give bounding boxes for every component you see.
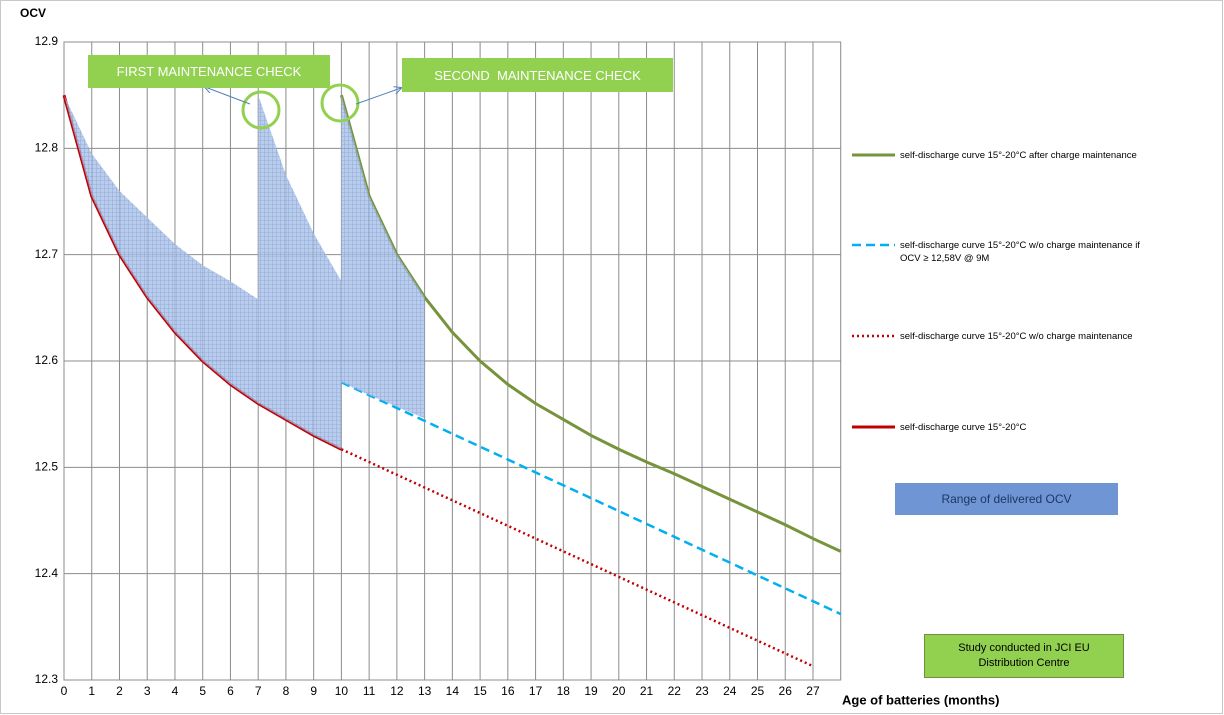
x-tick-label: 23 bbox=[695, 684, 709, 698]
x-tick-label: 4 bbox=[172, 684, 179, 698]
legend-label: self-discharge curve 15°-20°C w/o charge… bbox=[900, 240, 1140, 264]
x-tick-label: 22 bbox=[668, 684, 682, 698]
x-tick-label: 16 bbox=[501, 684, 515, 698]
x-tick-label: 6 bbox=[227, 684, 234, 698]
series-line bbox=[340, 448, 814, 668]
x-tick-label: 14 bbox=[446, 684, 460, 698]
x-tick-label: 15 bbox=[473, 684, 487, 698]
y-tick-label: 12.5 bbox=[35, 460, 59, 474]
legend-label: self-discharge curve 15°-20°C after char… bbox=[900, 150, 1137, 161]
x-tick-label: 13 bbox=[418, 684, 432, 698]
x-tick-label: 11 bbox=[363, 684, 376, 698]
x-tick-label: 5 bbox=[199, 684, 206, 698]
x-tick-label: 17 bbox=[529, 684, 543, 698]
plot: 0 1 2 3 4 5 6 7 8 9 10 11 12 13 14 15 16 17 18 19 20 21 22 23 24… bbox=[35, 34, 842, 698]
x-tick-label: 8 bbox=[283, 684, 290, 698]
x-tick-label: 3 bbox=[144, 684, 151, 698]
annotation-box: FIRST MAINTENANCE CHECK bbox=[88, 55, 330, 88]
x-tick-label: 7 bbox=[255, 684, 262, 698]
legend-label: self-discharge curve 15°-20°C w/o charge… bbox=[900, 331, 1133, 342]
x-tick-label: 9 bbox=[310, 684, 317, 698]
x-tick-label: 10 bbox=[335, 684, 349, 698]
x-tick-label: 21 bbox=[640, 684, 654, 698]
arrow bbox=[355, 88, 401, 105]
series-line bbox=[340, 381, 842, 616]
y-tick-label: 12.9 bbox=[35, 34, 59, 48]
y-tick-label: 12.8 bbox=[35, 141, 59, 155]
x-tick-label: 0 bbox=[61, 684, 68, 698]
x-tick-label: 2 bbox=[116, 684, 123, 698]
legend-box: Range of delivered OCV bbox=[895, 483, 1118, 515]
highlight-circle bbox=[241, 90, 281, 130]
arrow bbox=[205, 87, 251, 105]
y-tick-label: 12.7 bbox=[35, 247, 59, 261]
y-axis-title: OCV bbox=[20, 6, 46, 20]
y-tick-label: 12.4 bbox=[35, 566, 59, 580]
x-tick-label: 1 bbox=[88, 684, 95, 698]
range-area bbox=[64, 95, 425, 450]
annotation-box: SECOND MAINTENANCE CHECK bbox=[402, 58, 673, 92]
x-tick-label: 26 bbox=[779, 684, 793, 698]
x-tick-label: 12 bbox=[390, 684, 404, 698]
y-tick-label: 12.6 bbox=[35, 353, 59, 367]
x-tick-label: 27 bbox=[806, 684, 820, 698]
x-tick-label: 18 bbox=[557, 684, 571, 698]
x-tick-label: 19 bbox=[584, 684, 598, 698]
x-tick-label: 24 bbox=[723, 684, 737, 698]
x-tick-label: 20 bbox=[612, 684, 626, 698]
y-tick-label: 12.3 bbox=[35, 672, 59, 686]
annotation-box: Study conducted in JCI EU Distribution C… bbox=[924, 634, 1124, 678]
x-tick-label: 25 bbox=[751, 684, 765, 698]
legend-label: self-discharge curve 15°-20°C bbox=[900, 422, 1027, 433]
x-axis-title: Age of batteries (months) bbox=[842, 692, 999, 707]
